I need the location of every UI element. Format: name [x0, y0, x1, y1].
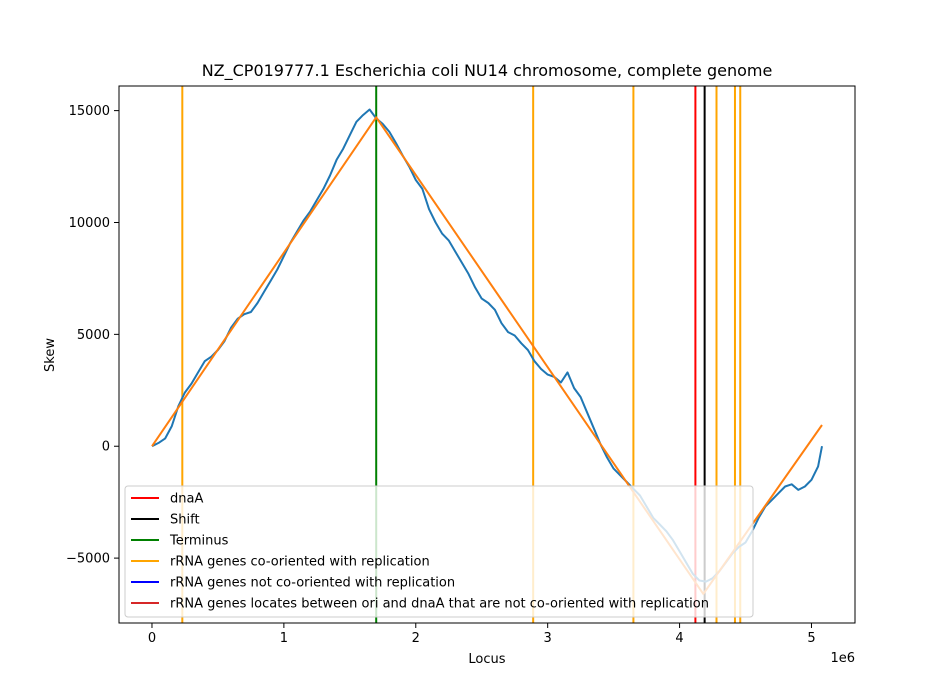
- x-tick-label-2: 2: [412, 631, 420, 646]
- legend-label-3: rRNA genes co-oriented with replication: [170, 555, 430, 570]
- y-tick-label-3: 10000: [69, 216, 110, 231]
- x-tick-label-0: 0: [148, 631, 156, 646]
- x-tick-label-3: 3: [544, 631, 552, 646]
- legend-label-4: rRNA genes not co-oriented with replicat…: [170, 576, 455, 591]
- legend-label-1: Shift: [170, 513, 200, 528]
- x-tick-label-5: 5: [807, 631, 815, 646]
- legend-label-5: rRNA genes locates between ori and dnaA …: [170, 597, 709, 612]
- y-tick-label-4: 15000: [69, 104, 110, 119]
- x-tick-label-4: 4: [675, 631, 683, 646]
- series-line-1: [151, 116, 823, 595]
- y-axis: −5000 0 5000 10000 15000: [66, 104, 119, 567]
- y-tick-label-2: 5000: [77, 328, 110, 343]
- y-tick-label-1: 0: [102, 440, 110, 455]
- legend: dnaA Shift Terminus rRNA genes co-oriented …: [124, 485, 754, 618]
- chart-title: NZ_CP019777.1 Escherichia coli NU14 chro…: [202, 61, 773, 81]
- plot-frame: [118, 85, 856, 624]
- legend-label-0: dnaA: [170, 492, 203, 507]
- x-offset-label: 1e6: [830, 651, 855, 666]
- x-axis: 0 1 2 3 4 5: [148, 623, 816, 646]
- legend-box: [124, 485, 754, 618]
- x-axis-label: Locus: [468, 652, 505, 667]
- x-tick-label-1: 1: [280, 631, 288, 646]
- legend-label-2: Terminus: [169, 534, 229, 549]
- y-tick-label-0: −5000: [66, 552, 110, 567]
- y-axis-label: Skew: [43, 338, 58, 372]
